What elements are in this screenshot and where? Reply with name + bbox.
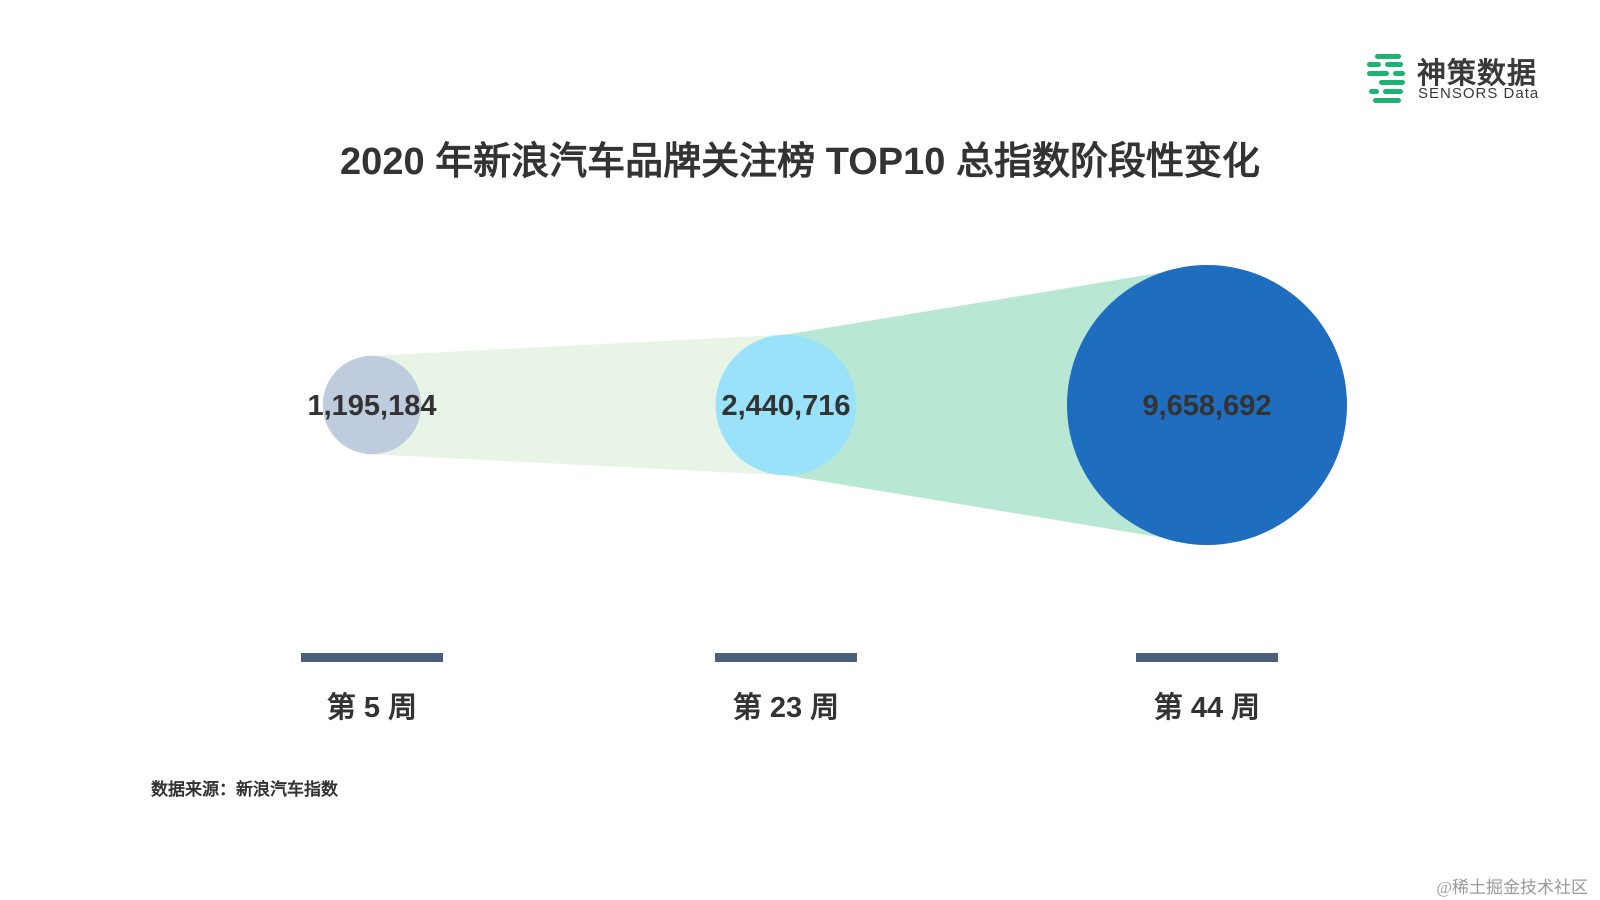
week-label: 第 44 周 — [1153, 692, 1261, 724]
connector-band — [372, 334, 786, 476]
bubble-value-label: 2,440,716 — [721, 390, 850, 422]
data-source-note: 数据来源：新浪汽车指数 — [151, 780, 338, 799]
logo-name-cn: 神策数据 — [1417, 58, 1538, 90]
sensors-logo-icon — [1367, 54, 1405, 103]
week-marker-bar — [1136, 653, 1278, 662]
bubble-value-label: 1,195,184 — [307, 390, 436, 422]
week-label: 第 5 周 — [326, 692, 418, 724]
bubble-value-label: 9,658,692 — [1142, 390, 1271, 422]
week-marker-bar — [715, 653, 857, 662]
bubble — [1067, 265, 1347, 545]
chart-title: 2020 年新浪汽车品牌关注榜 TOP10 总指数阶段性变化 — [340, 141, 1260, 183]
sensors-data-logo: 神策数据 SENSORS Data — [1365, 50, 1555, 110]
logo-name-en: SENSORS Data — [1418, 85, 1540, 102]
bubble — [322, 355, 422, 455]
watermark: @稀土掘金技术社区 — [1436, 878, 1588, 897]
week-label: 第 23 周 — [732, 692, 840, 724]
bubble — [715, 334, 857, 476]
week-marker-bar — [301, 653, 443, 662]
